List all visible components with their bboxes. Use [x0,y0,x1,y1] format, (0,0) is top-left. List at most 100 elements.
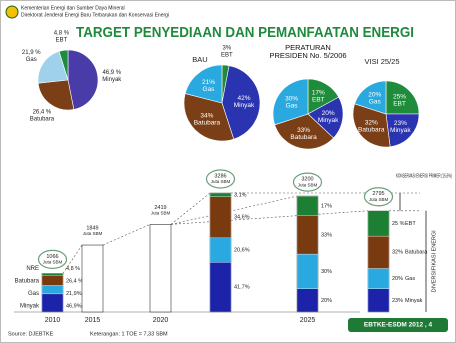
bar-segment [367,235,390,269]
ministry: Kementerian Energi dan Sumber Daya Miner… [21,5,125,11]
source: Source: DJEBTKE [8,331,54,337]
total-value: 3200 [301,177,313,183]
pie-slice [58,49,69,81]
pie-value-label: 30% [285,95,298,102]
pie-category-label: EBT [393,101,406,108]
pie-slice [352,103,391,148]
diversification-label: DIVERSIFIKASI ENERGI [431,230,437,293]
pie-category-label: Batubara [194,119,221,126]
pie-slice [184,64,223,104]
footer: EBTKE-ESDM 2012 , 4 [364,322,433,329]
pie-category-label: Minyak [234,102,255,109]
pie-category-label: Gas [203,86,216,93]
x-tick-label: 2025 [300,317,316,324]
total-unit: Juta SBM [369,197,389,202]
total-unit: Juta SBM [151,211,171,216]
segment-label: 41.7% [234,285,250,291]
pie-category-label: Batubara [30,117,55,123]
pie-title: PERATURAN PRESIDEN No. 5/2006 [269,43,347,60]
total-unit: Juta SBM [211,179,231,184]
bar-segment [41,293,64,313]
conservation-label: KONSERVASI ENERGI PRIMER (15,6%) [396,173,452,179]
bar-segment [41,275,64,286]
bar-segment [209,237,232,263]
pie-value-label: 32% [365,119,378,126]
segment-label: 30% [321,269,332,275]
x-tick-label: 2010 [45,317,61,324]
pie-category-label: EBT [312,97,325,104]
total-value: 1066 [46,254,58,260]
side-label: Gas [405,276,415,282]
pie-value-label: 34% [200,112,213,119]
total-badge [205,169,236,189]
bar-segment [367,268,390,289]
segment-label: 34,6% [234,215,250,221]
pie-value-label: 21,9 % [22,50,41,56]
footer-box [348,318,448,332]
pie-category-label: EBT [56,38,68,44]
side-label: Batubara [405,250,428,256]
pie-slice [37,50,69,84]
pie-slice [385,113,420,148]
pie-slice [221,65,261,140]
legend-label: Batubara [15,279,40,285]
bar-segment [296,288,319,313]
pie-value-label: 26,4 % [33,110,52,116]
legend-label: Gas [28,291,39,297]
total-unit: Juta SBM [43,260,63,265]
pie-value-label: 3% [223,45,232,51]
pie-category-label: Batubara [358,126,385,133]
connector [62,244,83,274]
segment-label: 20% [321,298,332,304]
pie-value-label: 33% [297,127,310,134]
segment-label: 3,1% [234,192,247,198]
title: TARGET PENYEDIAAN DAN PEMANFAATAN ENERGI [76,24,414,41]
legend-label: Minyak [20,304,40,310]
pie-value-label: 20% [368,92,381,99]
total-value: 2795 [372,191,384,197]
bar-segment [367,288,390,313]
side-label: EBT [405,221,416,227]
pie-category-label: Minyak [318,117,339,124]
segment-label: 20% [392,276,403,282]
bar-segment [41,285,64,295]
pie-value-label: 46,9 % [102,70,121,76]
bar-segment [296,253,319,289]
pie-slice [307,96,344,139]
pie-title: VISI 25/25 [364,57,399,66]
segment-label: 23% [392,298,403,304]
pie-value-label: 17% [312,90,325,97]
connector [170,210,369,225]
connector [170,192,211,225]
pie-category-label: Gas [286,102,299,109]
bar-segment [367,210,390,237]
total-unit: Juta SBM [83,231,103,236]
bar-segment [296,215,319,255]
pie-title: BAU [192,55,207,64]
pie-slice [67,49,99,110]
total-badge [37,249,68,269]
bar-segment [296,195,319,216]
pie-value-label: 23% [394,120,407,127]
pie-value-label: 42% [237,95,250,102]
pie-slice [183,93,235,142]
pie-category-label: Gas [369,99,382,106]
segment-label: 20,6% [234,248,250,254]
logo [5,5,19,19]
x-tick-label: 2015 [85,317,101,324]
segment-label: 32% [392,250,403,256]
pie-slice [385,80,420,115]
pie-slice [354,80,387,115]
total-value: 2419 [154,205,166,211]
segment-label: 26,4 % [66,278,83,284]
legend-label: NRE [26,266,39,272]
pie-category-label: EBT [221,52,233,58]
side-label: Minyak [405,298,423,304]
pie-slice [37,79,75,111]
pie-value-label: 21% [202,79,215,86]
pie-category-label: Minyak [390,127,411,134]
note: Keterangan: 1 TOE = 7,33 SBM [90,331,168,337]
x-tick-label: 2020 [153,317,169,324]
